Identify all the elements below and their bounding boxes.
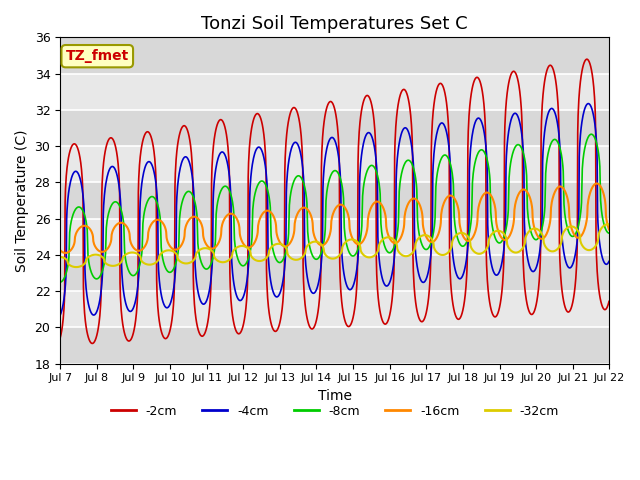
Text: TZ_fmet: TZ_fmet (66, 49, 129, 63)
-4cm (584, 101, 592, 107)
-2cm (240, 319, 248, 324)
-32cm (56, 254, 64, 260)
Y-axis label: Soil Temperature (C): Soil Temperature (C) (15, 129, 29, 272)
Title: Tonzi Soil Temperatures Set C: Tonzi Soil Temperatures Set C (202, 15, 468, 33)
-2cm (605, 299, 613, 304)
Legend: -2cm, -4cm, -8cm, -16cm, -32cm: -2cm, -4cm, -8cm, -16cm, -32cm (106, 400, 564, 423)
-16cm (540, 235, 548, 240)
-2cm (420, 317, 428, 323)
Line: -32cm: -32cm (60, 224, 609, 267)
-32cm (605, 221, 613, 227)
-16cm (240, 242, 248, 248)
-8cm (179, 199, 186, 204)
Bar (60, 73, 609, 110)
-32cm (165, 247, 173, 253)
-2cm (179, 124, 186, 130)
Line: -2cm: -2cm (60, 59, 609, 344)
-2cm (165, 330, 173, 336)
-2cm (56, 335, 64, 341)
-8cm (56, 279, 64, 285)
Bar (60, 146, 609, 182)
-8cm (420, 245, 428, 251)
Bar (60, 37, 609, 73)
-4cm (420, 279, 428, 285)
-16cm (56, 247, 64, 253)
-4cm (540, 137, 548, 143)
-8cm (605, 230, 613, 236)
-2cm (540, 82, 548, 87)
-4cm (179, 158, 186, 164)
-2cm (492, 314, 500, 320)
-8cm (240, 263, 248, 269)
Bar (60, 219, 609, 255)
-8cm (492, 235, 499, 241)
-8cm (165, 269, 173, 275)
-16cm (165, 242, 173, 248)
Bar (60, 182, 609, 219)
-32cm (492, 228, 500, 234)
-4cm (605, 259, 613, 264)
Bar (60, 291, 609, 327)
Bar (60, 327, 609, 364)
-2cm (88, 341, 96, 347)
-16cm (605, 227, 613, 232)
-32cm (604, 221, 612, 227)
Bar (60, 110, 609, 146)
-4cm (165, 303, 173, 309)
-8cm (540, 216, 548, 221)
Bar (60, 255, 609, 291)
-2cm (583, 56, 591, 62)
-16cm (420, 228, 428, 234)
-32cm (72, 264, 80, 270)
X-axis label: Time: Time (318, 389, 352, 403)
-32cm (240, 243, 248, 249)
-4cm (492, 272, 499, 277)
-16cm (593, 180, 600, 186)
-8cm (588, 132, 595, 137)
-4cm (240, 293, 248, 299)
-16cm (492, 209, 500, 215)
-16cm (179, 240, 186, 246)
-16cm (61, 250, 69, 256)
-32cm (540, 241, 548, 247)
-4cm (56, 312, 64, 318)
Line: -4cm: -4cm (60, 104, 609, 315)
-32cm (420, 232, 428, 238)
-32cm (179, 260, 186, 265)
Line: -8cm: -8cm (60, 134, 609, 282)
Line: -16cm: -16cm (60, 183, 609, 253)
